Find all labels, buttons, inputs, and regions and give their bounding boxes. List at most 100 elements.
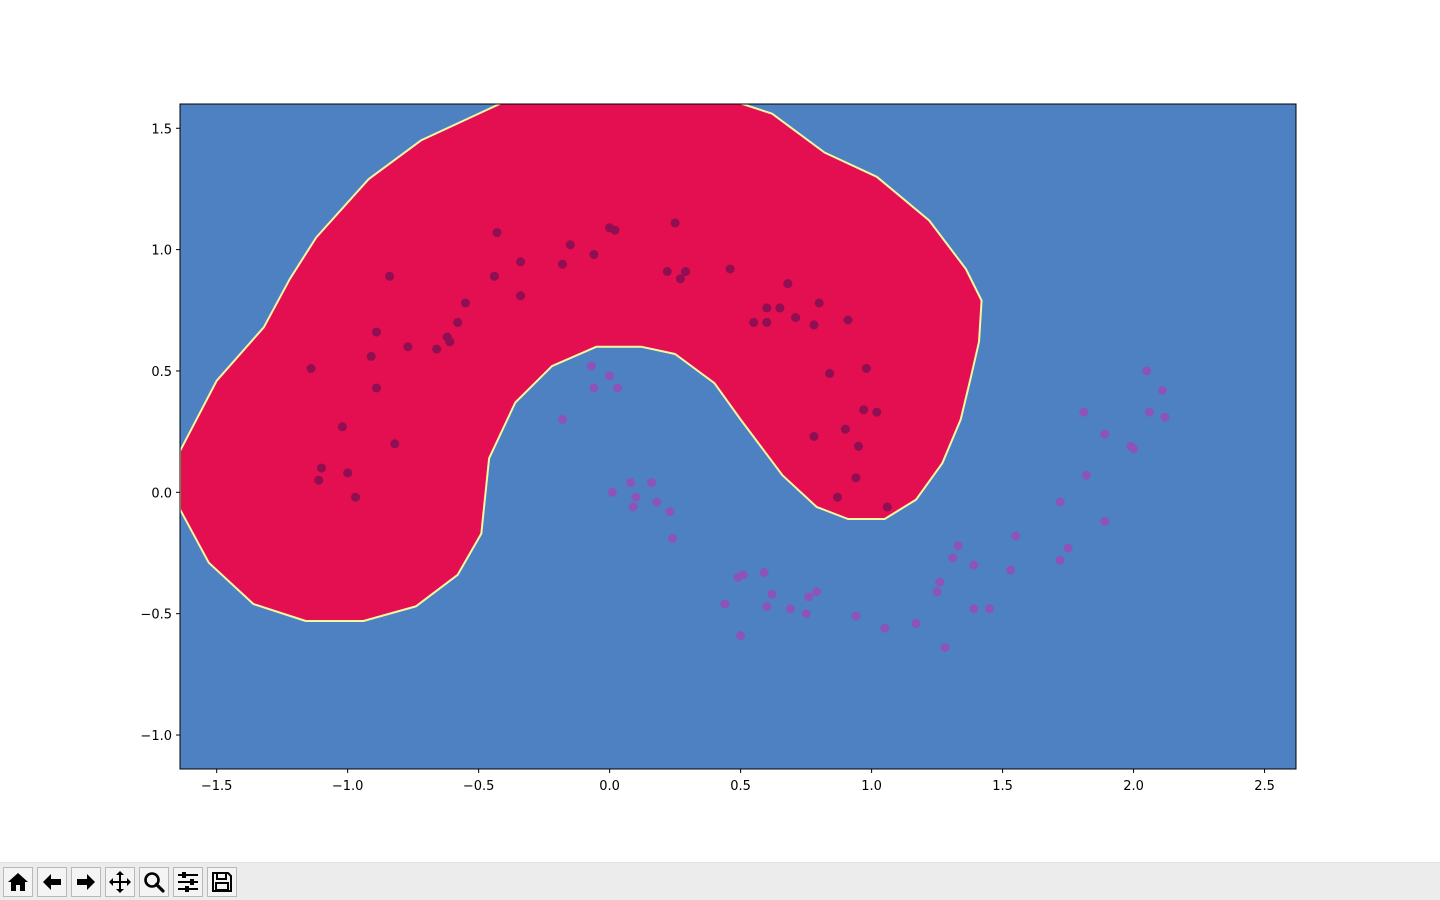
point-class-1-0 — [558, 415, 567, 424]
point-class-1-21 — [801, 609, 811, 619]
point-class-0-18 — [492, 228, 502, 238]
point-class-0-27 — [670, 218, 680, 228]
arrow-left-icon — [43, 874, 61, 890]
point-class-0-33 — [762, 317, 772, 327]
point-class-0-3 — [317, 463, 326, 473]
y-tick-label: 0.5 — [151, 365, 172, 380]
point-class-1-7 — [628, 502, 638, 512]
y-tick-label: −1.0 — [140, 729, 172, 744]
point-class-0-32 — [762, 303, 772, 313]
point-class-1-23 — [812, 587, 822, 597]
y-tick-label: −0.5 — [140, 608, 172, 623]
point-class-1-28 — [935, 577, 945, 587]
point-class-0-10 — [390, 439, 400, 449]
point-class-1-38 — [1055, 555, 1065, 565]
point-class-0-45 — [854, 441, 863, 451]
arrow-right-icon — [77, 874, 95, 890]
point-class-1-20 — [785, 604, 795, 614]
point-class-0-8 — [372, 383, 381, 393]
point-class-0-28 — [675, 274, 685, 284]
point-class-1-47 — [1144, 407, 1154, 417]
point-class-1-41 — [1081, 470, 1091, 480]
scatter-points — [306, 218, 1170, 653]
home-icon — [8, 873, 28, 891]
point-class-0-1 — [337, 422, 347, 432]
point-class-1-43 — [1100, 516, 1110, 526]
zoom-button[interactable] — [139, 867, 169, 897]
move-icon — [109, 871, 131, 893]
point-class-0-7 — [372, 327, 381, 337]
point-class-1-6 — [626, 478, 636, 488]
y-tick-label: 0.0 — [151, 486, 172, 501]
point-class-0-40 — [825, 368, 835, 378]
point-class-1-40 — [1079, 407, 1089, 417]
y-tick-label: 1.0 — [151, 244, 172, 259]
y-axis: −1.0 −0.5 0.0 0.5 1.0 1.5 — [140, 122, 180, 744]
forward-button[interactable] — [71, 867, 101, 897]
point-class-1-29 — [940, 643, 950, 653]
point-class-0-48 — [872, 407, 882, 417]
point-class-1-49 — [1160, 412, 1170, 422]
point-class-1-31 — [953, 541, 963, 551]
point-class-1-13 — [720, 599, 730, 609]
point-class-1-45 — [1129, 444, 1139, 454]
point-class-0-31 — [749, 317, 759, 327]
point-class-0-11 — [403, 342, 413, 352]
point-class-0-4 — [343, 468, 353, 478]
configure-subplots-button[interactable] — [173, 867, 203, 897]
point-class-0-9 — [385, 271, 395, 281]
point-class-1-35 — [1006, 565, 1015, 575]
point-class-0-25 — [610, 225, 620, 235]
point-class-1-22 — [804, 592, 814, 602]
point-class-1-30 — [948, 553, 958, 563]
floppy-disk-icon — [212, 872, 232, 892]
point-class-1-17 — [759, 567, 769, 577]
point-class-1-5 — [607, 487, 617, 497]
point-class-0-46 — [859, 405, 869, 415]
point-class-0-30 — [725, 264, 735, 274]
point-class-1-42 — [1100, 429, 1110, 439]
point-class-1-16 — [738, 570, 748, 580]
point-class-1-34 — [985, 604, 994, 614]
pan-button[interactable] — [105, 867, 135, 897]
x-tick-label: 1.5 — [992, 779, 1013, 794]
point-class-1-4 — [613, 383, 622, 393]
point-class-0-41 — [833, 492, 842, 502]
point-class-0-17 — [489, 271, 499, 281]
point-class-0-20 — [516, 291, 526, 301]
point-class-0-19 — [516, 257, 526, 267]
point-class-0-49 — [882, 502, 892, 512]
point-class-1-19 — [767, 589, 777, 599]
point-class-1-2 — [589, 383, 599, 393]
sliders-icon — [178, 872, 198, 892]
point-class-0-34 — [775, 303, 785, 313]
x-tick-label: −1.0 — [332, 779, 364, 794]
back-button[interactable] — [37, 867, 67, 897]
home-button[interactable] — [3, 867, 33, 897]
point-class-1-24 — [851, 611, 861, 621]
point-class-1-37 — [1055, 497, 1065, 507]
point-class-0-37 — [809, 320, 819, 330]
x-tick-label: 0.5 — [730, 779, 751, 794]
point-class-0-43 — [843, 315, 853, 325]
point-class-1-9 — [647, 478, 656, 488]
point-class-1-32 — [969, 560, 979, 570]
point-class-0-47 — [861, 364, 871, 373]
point-class-0-29 — [681, 267, 691, 276]
x-tick-label: 0.0 — [599, 779, 620, 794]
point-class-1-11 — [665, 507, 675, 517]
point-class-1-1 — [586, 361, 596, 371]
magnifier-icon — [144, 872, 165, 893]
save-button[interactable] — [207, 867, 237, 897]
point-class-1-46 — [1142, 366, 1152, 376]
navigation-toolbar — [0, 862, 1440, 900]
point-class-0-0 — [306, 364, 316, 373]
point-class-1-26 — [911, 618, 921, 628]
decision-region-class-0 — [180, 104, 983, 622]
point-class-1-3 — [605, 371, 615, 381]
point-class-1-27 — [932, 587, 942, 597]
point-class-1-36 — [1011, 531, 1021, 541]
point-class-1-15 — [736, 631, 746, 640]
plot-frame — [179, 103, 1297, 770]
point-class-0-16 — [461, 298, 470, 308]
